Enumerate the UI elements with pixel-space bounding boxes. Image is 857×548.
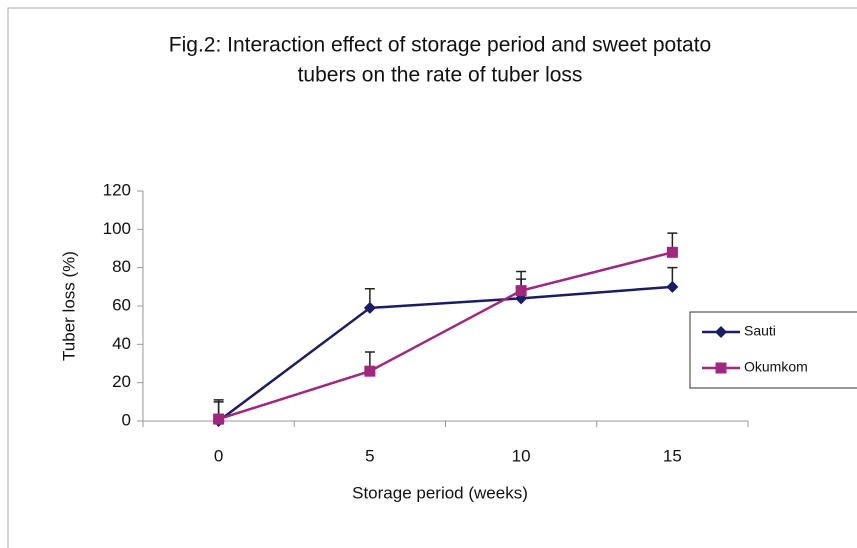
legend-label: Okumkom: [744, 359, 808, 375]
frame: [7, 7, 857, 548]
y-tick-label: 80: [112, 257, 131, 276]
y-tick-label: 60: [112, 295, 131, 314]
y-tick-label: 40: [112, 334, 131, 353]
legend-box: [689, 311, 857, 389]
x-tick-label: 10: [512, 446, 531, 465]
line: [217, 285, 673, 423]
marker: [515, 285, 527, 297]
marker: [364, 365, 376, 377]
x-axis-label: Storage period (weeks): [352, 483, 528, 502]
y-tick-label: 120: [103, 180, 131, 199]
marker: [213, 413, 225, 425]
x-tick-label: 0: [214, 446, 223, 465]
x-tick-label: 15: [663, 446, 682, 465]
marker: [363, 301, 376, 314]
marker: [666, 246, 678, 258]
marker: [666, 280, 679, 293]
line: [218, 251, 673, 421]
y-tick-label: 20: [112, 372, 131, 391]
legend-label: Sauti: [744, 323, 776, 339]
marker: [715, 326, 727, 338]
chart-title: Fig.2: Interaction effect of storage per…: [169, 34, 711, 57]
y-tick-label: 0: [122, 410, 131, 429]
chart-title: tubers on the rate of tuber loss: [298, 64, 583, 87]
y-axis-label: Tuber loss (%): [59, 251, 78, 361]
marker: [715, 362, 727, 374]
x-tick-label: 5: [365, 446, 374, 465]
y-tick-label: 100: [103, 219, 131, 238]
